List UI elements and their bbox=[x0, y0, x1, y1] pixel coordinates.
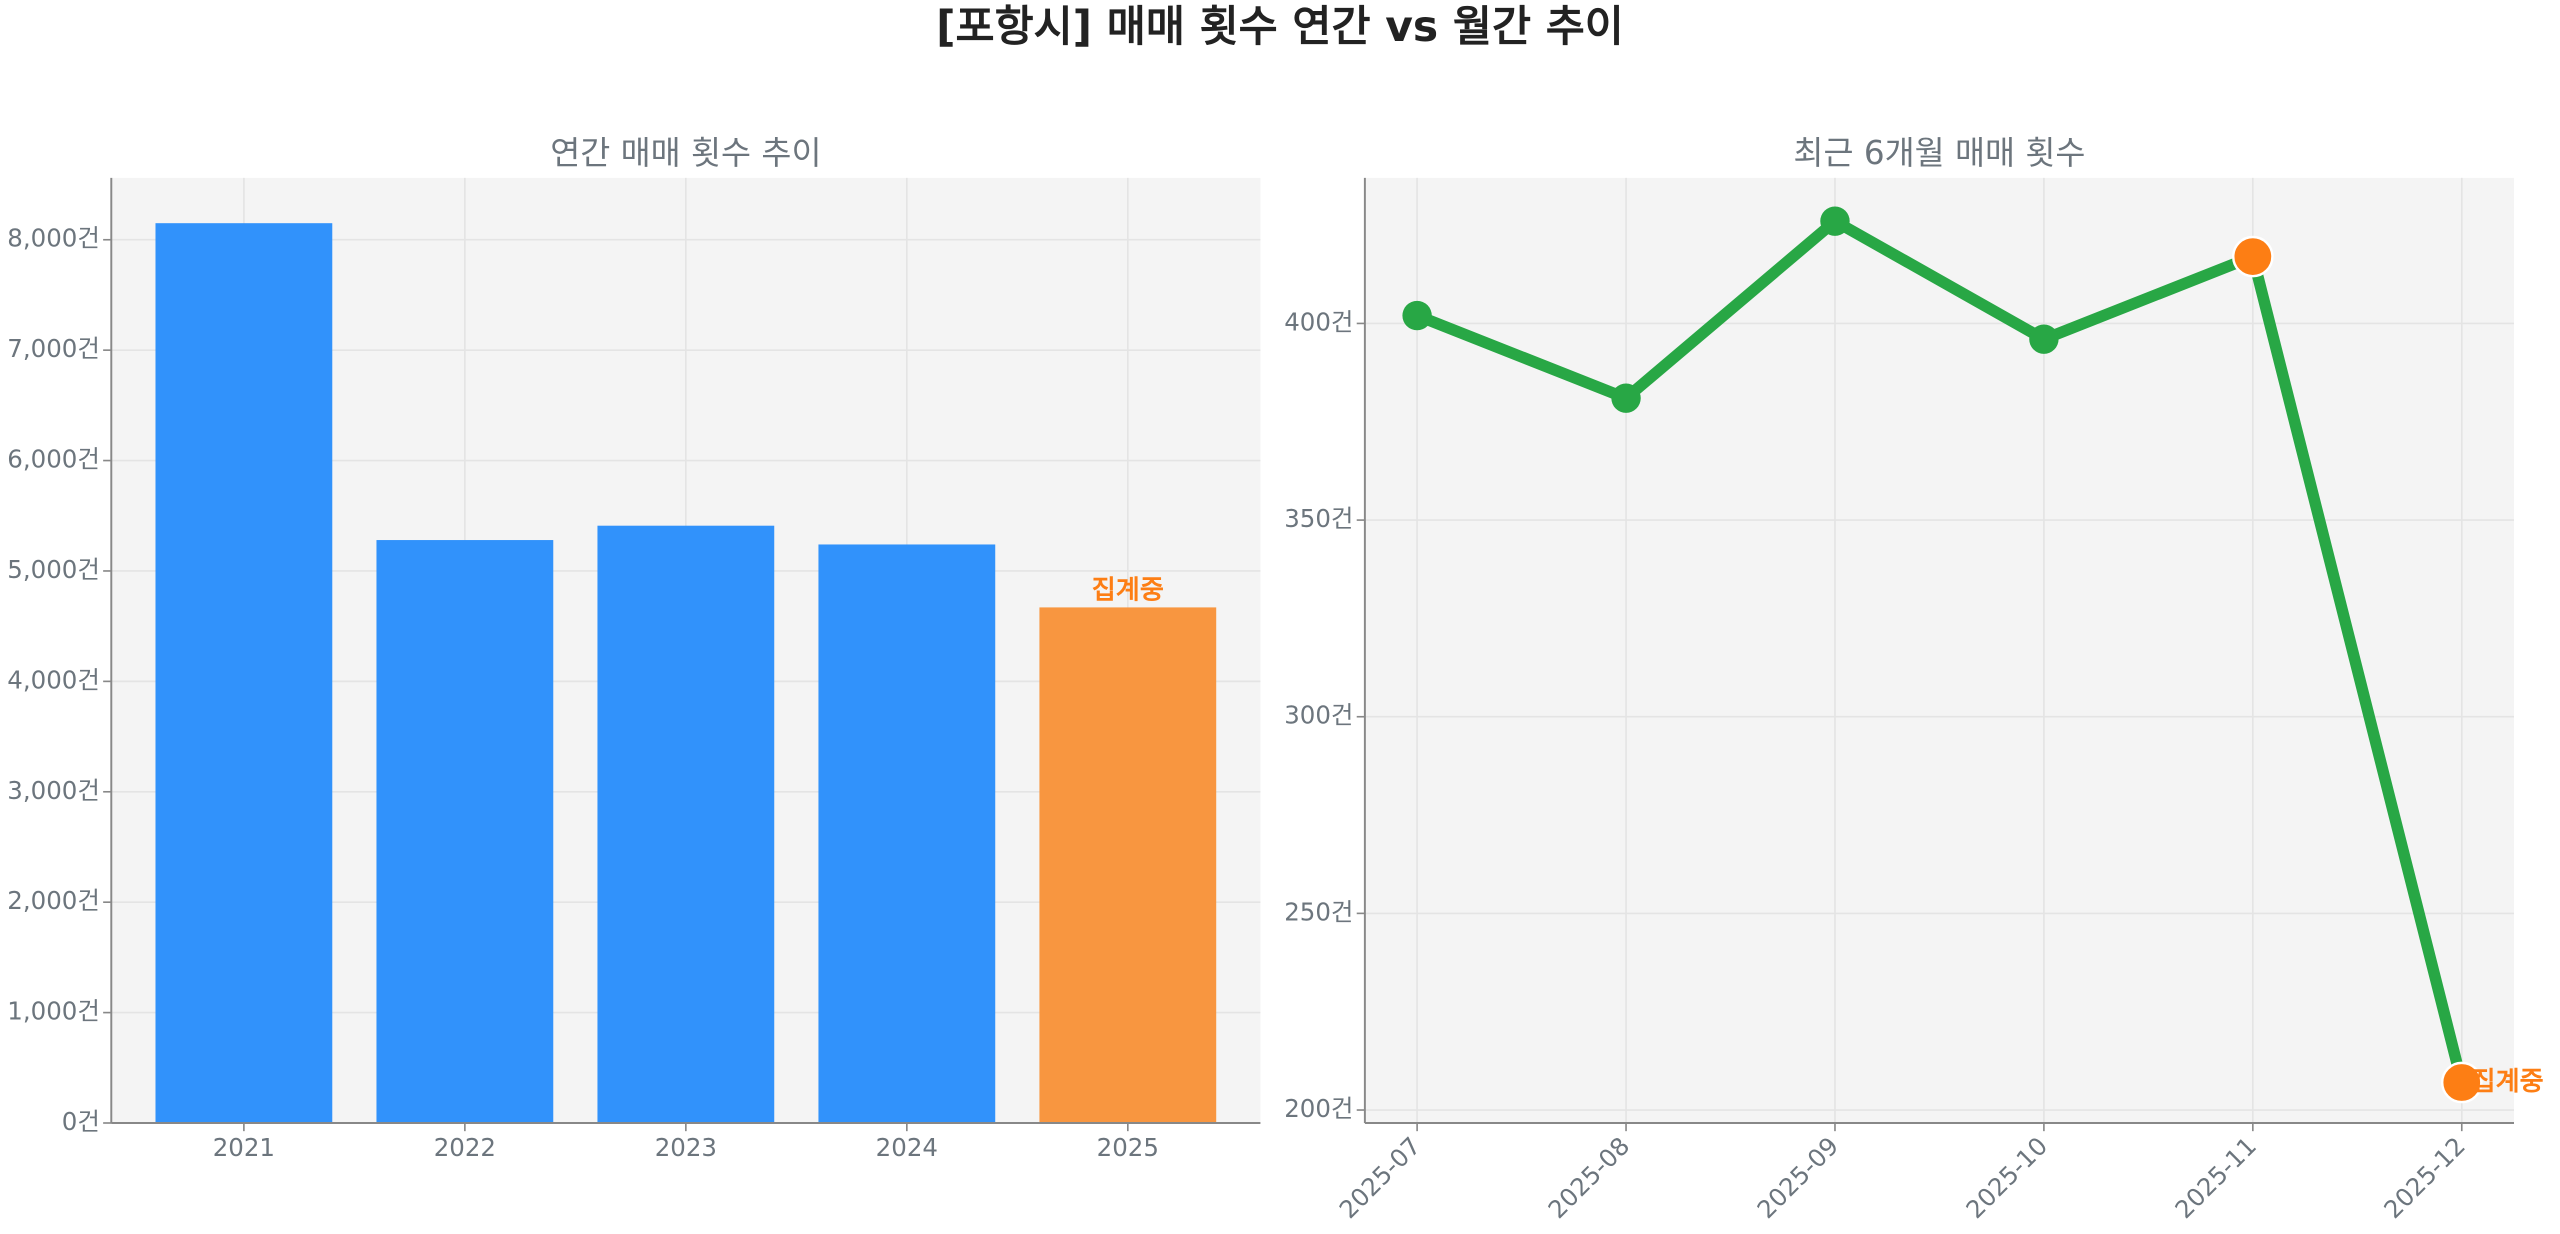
y-tick-label: 5,000건 bbox=[7, 555, 100, 584]
y-tick-label: 1,000건 bbox=[7, 997, 100, 1026]
subplot-title: 연간 매매 횟수 추이 bbox=[550, 134, 821, 172]
marker bbox=[1402, 300, 1432, 331]
x-tick-label: 2023 bbox=[655, 1133, 717, 1162]
y-tick-label: 200건 bbox=[1284, 1094, 1353, 1123]
y-tick-label: 3,000건 bbox=[7, 776, 100, 805]
marker bbox=[2232, 235, 2274, 278]
marker bbox=[1611, 383, 1641, 413]
y-tick-label: 400건 bbox=[1284, 307, 1353, 336]
x-tick-label: 2025-12 bbox=[2378, 1131, 2471, 1224]
y-tick-label: 300건 bbox=[1284, 701, 1353, 730]
bar bbox=[818, 544, 996, 1124]
y-tick-label: 2,000건 bbox=[7, 886, 100, 915]
x-tick-label: 2025 bbox=[1097, 1133, 1159, 1162]
y-tick-label: 4,000건 bbox=[7, 665, 100, 694]
x-tick-label: 2025-10 bbox=[1960, 1131, 2053, 1224]
plot-background bbox=[1364, 177, 2514, 1124]
figure-title: [포항시] 매매 횟수 연간 vs 월간 추이 bbox=[936, 3, 1624, 52]
x-tick-label: 2025-11 bbox=[2169, 1131, 2262, 1224]
y-tick-label: 350건 bbox=[1284, 504, 1353, 533]
y-tick-label: 8,000건 bbox=[7, 224, 100, 253]
line bbox=[1415, 215, 2468, 1084]
x-tick-label: 2022 bbox=[434, 1133, 496, 1162]
marker bbox=[1820, 206, 1850, 236]
x-tick-label: 2025-07 bbox=[1333, 1131, 1426, 1224]
bar bbox=[597, 525, 775, 1124]
marker bbox=[2440, 1061, 2483, 1104]
x-tick-label: 2024 bbox=[876, 1133, 938, 1162]
marker bbox=[2029, 324, 2059, 354]
annotation: 집계중 bbox=[2472, 1067, 2544, 1097]
bar bbox=[155, 223, 333, 1124]
y-tick-label: 7,000건 bbox=[7, 334, 100, 363]
y-tick-label: 0건 bbox=[62, 1107, 100, 1136]
annotation: 집계중 bbox=[1092, 576, 1164, 606]
bar bbox=[376, 540, 554, 1124]
y-tick-label: 250건 bbox=[1284, 897, 1353, 926]
x-tick-label: 2025-09 bbox=[1751, 1131, 1844, 1224]
bar bbox=[1039, 607, 1217, 1124]
y-tick-label: 6,000건 bbox=[7, 445, 100, 474]
x-tick-label: 2021 bbox=[213, 1133, 275, 1162]
subplot-title: 최근 6개월 매매 횟수 bbox=[1793, 134, 2085, 172]
x-tick-label: 2025-08 bbox=[1542, 1131, 1635, 1224]
